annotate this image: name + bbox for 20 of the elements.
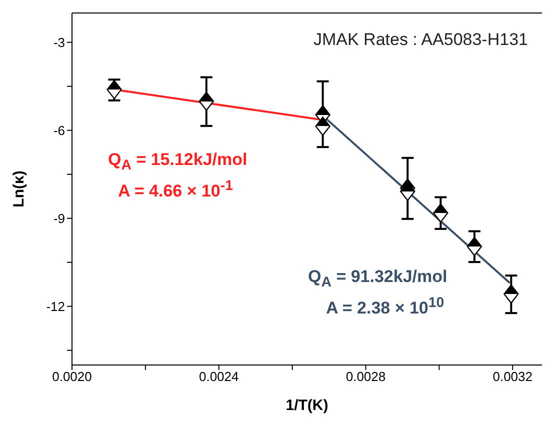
x-axis-title: 1/T(K): [286, 397, 328, 414]
annotation: A = 2.38 × 10$^{10}$: [326, 295, 444, 319]
x-tick-label: 0.0032: [492, 369, 533, 384]
x-tick-label: 0.0024: [198, 369, 239, 384]
point: [315, 116, 330, 136]
y-axis-title: Ln(κ): [10, 170, 28, 208]
y-tick-label: -6: [53, 122, 65, 138]
point: [198, 92, 214, 111]
x-tick-label: 0.0020: [52, 369, 92, 384]
y-tick-label: -12: [46, 298, 65, 314]
text: JMAK Rates : AA5083-H131: [313, 30, 528, 50]
y-tick-label: -3: [53, 34, 65, 50]
x-tick-label: 0.0028: [346, 369, 386, 384]
point: [433, 203, 448, 223]
point: [466, 236, 482, 256]
annotation: A = 4.66 × 10$^{-1}$: [118, 178, 233, 202]
annotation: Q$_{A}$ = 15.12kJ/mol: [108, 150, 248, 174]
point: [504, 284, 519, 304]
annotation: Q$_{A}$ = 91.32kJ/mol: [308, 267, 448, 290]
y-tick-label: -9: [53, 210, 65, 226]
